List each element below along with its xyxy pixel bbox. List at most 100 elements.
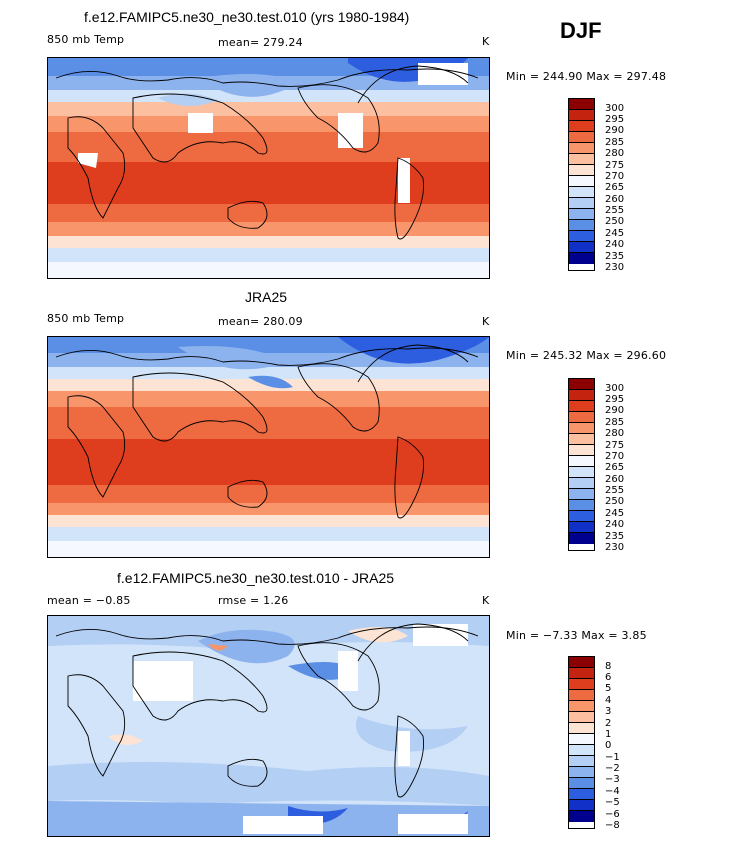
colorbar-swatch bbox=[569, 220, 594, 231]
colorbar-swatch bbox=[569, 176, 594, 187]
panel3-colorbar-label: 3 bbox=[605, 706, 612, 717]
panel2-colorbar-label: 250 bbox=[605, 496, 625, 507]
colorbar-swatch bbox=[569, 723, 594, 734]
panel1-colorbar-label: 265 bbox=[605, 182, 625, 193]
panel3-colorbar-label: 2 bbox=[605, 718, 612, 729]
colorbar-swatch bbox=[569, 522, 594, 533]
panel2-colorbar bbox=[568, 378, 595, 551]
panel2-colorbar-label: 265 bbox=[605, 462, 625, 473]
colorbar-swatch bbox=[569, 767, 594, 778]
panel3-colorbar-label: −4 bbox=[605, 786, 620, 797]
panel2-colorbar-label: 290 bbox=[605, 405, 625, 416]
colorbar-swatch bbox=[569, 811, 594, 822]
colorbar-swatch bbox=[569, 690, 594, 701]
season-label: DJF bbox=[560, 18, 602, 43]
colorbar-swatch bbox=[569, 99, 594, 110]
panel1-colorbar bbox=[568, 98, 595, 271]
colorbar-swatch bbox=[569, 187, 594, 198]
panel1-title: f.e12.FAMIPC5.ne30_ne30.test.010 (yrs 19… bbox=[84, 9, 410, 25]
panel2-unit-label: K bbox=[482, 315, 490, 328]
colorbar-swatch bbox=[569, 412, 594, 423]
colorbar-swatch bbox=[569, 390, 594, 401]
colorbar-swatch bbox=[569, 500, 594, 511]
colorbar-swatch bbox=[569, 198, 594, 209]
panel2-variable-label: 850 mb Temp bbox=[47, 312, 125, 325]
panel3-colorbar-label: 5 bbox=[605, 683, 612, 694]
colorbar-swatch bbox=[569, 121, 594, 132]
panel1-colorbar-label: 260 bbox=[605, 194, 625, 205]
colorbar-swatch bbox=[569, 132, 594, 143]
colorbar-swatch bbox=[569, 789, 594, 800]
panel2-colorbar-label: 230 bbox=[605, 542, 625, 553]
panel1-colorbar-label: 270 bbox=[605, 171, 625, 182]
colorbar-swatch bbox=[569, 489, 594, 500]
panel3-colorbar-label: −3 bbox=[605, 774, 620, 785]
panel1-mean-label: mean= 279.24 bbox=[218, 36, 303, 49]
panel2-mean-label: mean= 280.09 bbox=[218, 315, 303, 328]
colorbar-swatch bbox=[569, 778, 594, 789]
panel2-colorbar-label: 285 bbox=[605, 417, 625, 428]
colorbar-swatch bbox=[569, 253, 594, 264]
panel3-colorbar-label: −2 bbox=[605, 763, 620, 774]
panel2-colorbar-label: 260 bbox=[605, 474, 625, 485]
panel1-colorbar-label: 255 bbox=[605, 205, 625, 216]
panel2-colorbar-label: 235 bbox=[605, 531, 625, 542]
colorbar-swatch bbox=[569, 511, 594, 522]
colorbar-swatch bbox=[569, 734, 594, 745]
colorbar-swatch bbox=[569, 701, 594, 712]
panel2-colorbar-label: 245 bbox=[605, 508, 625, 519]
colorbar-swatch bbox=[569, 231, 594, 242]
panel1-colorbar-label: 230 bbox=[605, 262, 625, 273]
panel3-mean-label: mean = −0.85 bbox=[47, 594, 131, 607]
panel2-colorbar-label: 270 bbox=[605, 451, 625, 462]
colorbar-swatch bbox=[569, 478, 594, 489]
colorbar-swatch bbox=[569, 745, 594, 756]
colorbar-swatch bbox=[569, 165, 594, 176]
colorbar-swatch bbox=[569, 533, 594, 544]
panel3-colorbar-label: 8 bbox=[605, 661, 612, 672]
colorbar-swatch bbox=[569, 679, 594, 690]
panel3-colorbar-label: 1 bbox=[605, 729, 612, 740]
panel3-colorbar-label: −5 bbox=[605, 797, 620, 808]
panel3-colorbar-label: −6 bbox=[605, 809, 620, 820]
colorbar-swatch bbox=[569, 668, 594, 679]
panel1-colorbar-label: 300 bbox=[605, 103, 625, 114]
panel3-colorbar-label: −1 bbox=[605, 752, 620, 763]
panel1-colorbar-label: 240 bbox=[605, 239, 625, 250]
panel3-minmax-label: Min = −7.33 Max = 3.85 bbox=[506, 629, 647, 642]
panel2-colorbar-label: 240 bbox=[605, 519, 625, 530]
panel1-minmax-label: Min = 244.90 Max = 297.48 bbox=[506, 70, 667, 83]
panel3-title: f.e12.FAMIPC5.ne30_ne30.test.010 - JRA25 bbox=[117, 570, 395, 586]
panel3-colorbar-label: 6 bbox=[605, 672, 612, 683]
colorbar-swatch bbox=[569, 445, 594, 456]
panel2-map bbox=[47, 336, 490, 558]
panel3-colorbar-label: 0 bbox=[605, 740, 612, 751]
colorbar-swatch bbox=[569, 756, 594, 767]
colorbar-swatch bbox=[569, 209, 594, 220]
panel1-colorbar-label: 280 bbox=[605, 148, 625, 159]
panel3-colorbar bbox=[568, 656, 595, 829]
panel3-unit-label: K bbox=[482, 594, 490, 607]
colorbar-swatch bbox=[569, 467, 594, 478]
panel2-temperature-field bbox=[48, 337, 489, 557]
panel2-colorbar-label: 275 bbox=[605, 440, 625, 451]
panel1-colorbar-label: 290 bbox=[605, 125, 625, 136]
panel1-colorbar-label: 250 bbox=[605, 216, 625, 227]
panel1-colorbar-label: 285 bbox=[605, 137, 625, 148]
colorbar-swatch bbox=[569, 242, 594, 253]
panel1-temperature-field bbox=[48, 58, 489, 278]
panel3-colorbar-label: −8 bbox=[605, 820, 620, 831]
panel2-title: JRA25 bbox=[245, 289, 288, 305]
colorbar-swatch bbox=[569, 110, 594, 121]
panel1-colorbar-label: 295 bbox=[605, 114, 625, 125]
panel3-difference-field bbox=[48, 616, 489, 836]
panel1-variable-label: 850 mb Temp bbox=[47, 33, 125, 46]
colorbar-swatch bbox=[569, 434, 594, 445]
colorbar-swatch bbox=[569, 423, 594, 434]
colorbar-swatch bbox=[569, 657, 594, 668]
panel1-colorbar-label: 275 bbox=[605, 160, 625, 171]
panel2-colorbar-label: 295 bbox=[605, 394, 625, 405]
colorbar-swatch bbox=[569, 401, 594, 412]
panel1-colorbar-label: 245 bbox=[605, 228, 625, 239]
panel1-colorbar-label: 235 bbox=[605, 251, 625, 262]
